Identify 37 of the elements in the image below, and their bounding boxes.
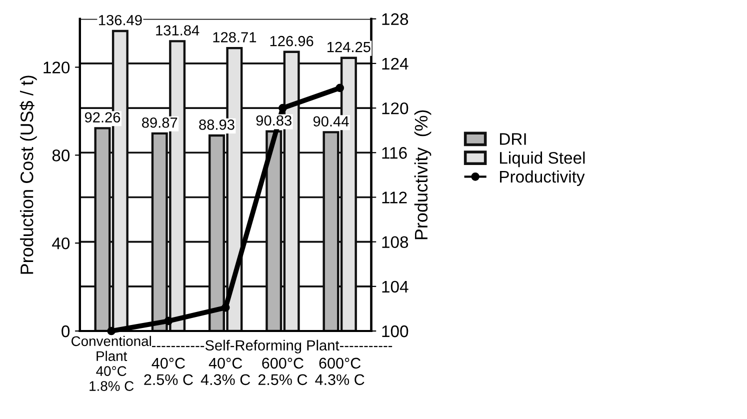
point bbox=[336, 84, 344, 92]
x-tick-label: 40°C 4.3% C bbox=[200, 358, 250, 386]
y-tick-label: 0 bbox=[62, 325, 70, 338]
y2-tick-label: 124 bbox=[382, 58, 408, 70]
y2-tick-label: 120 bbox=[382, 102, 408, 114]
point bbox=[278, 104, 287, 112]
point bbox=[164, 316, 173, 326]
data-label: 90.83 bbox=[256, 115, 292, 126]
data-label: 136.49 bbox=[99, 14, 142, 26]
data-label: 89.87 bbox=[142, 117, 178, 128]
y2-tick-label: 112 bbox=[382, 192, 407, 204]
legend-label: Liquid Steel bbox=[500, 152, 585, 168]
x-tick-label: 40°C 2.5% C bbox=[144, 358, 193, 386]
y2-tick-label: 108 bbox=[382, 236, 408, 248]
y2-tick-label: 104 bbox=[382, 280, 408, 293]
y2-tick-label: 116 bbox=[382, 147, 407, 159]
data-label: 131.84 bbox=[156, 25, 200, 36]
text: -----------Self-Reforming Plant----------- bbox=[152, 340, 392, 354]
legend-label: DRI bbox=[500, 133, 526, 145]
data-label: 92.26 bbox=[84, 112, 120, 123]
data-label: 128.71 bbox=[213, 32, 256, 42]
y2-tick-label: 128 bbox=[382, 13, 408, 26]
data-label: 88.93 bbox=[199, 120, 234, 130]
x-tick-label: 600°C 4.3% C bbox=[315, 358, 364, 386]
data-label: 90.44 bbox=[313, 116, 349, 127]
legend-label: Productivity bbox=[500, 170, 585, 186]
x-tick-label: 600°C 2.5% C bbox=[258, 358, 308, 386]
y-tick-label: 40 bbox=[52, 237, 70, 250]
y-axis-title: Production Cost (US$ / t) bbox=[20, 76, 37, 274]
y2-tick-label: 100 bbox=[382, 325, 408, 338]
y-tick-label: 120 bbox=[44, 62, 70, 74]
point bbox=[107, 326, 116, 336]
point bbox=[221, 303, 230, 312]
y2-axis-title: Productivity (%) bbox=[414, 110, 432, 240]
y-tick-label: 80 bbox=[52, 150, 70, 162]
data-label: 124.25 bbox=[328, 42, 370, 52]
data-label: 126.96 bbox=[270, 36, 314, 46]
